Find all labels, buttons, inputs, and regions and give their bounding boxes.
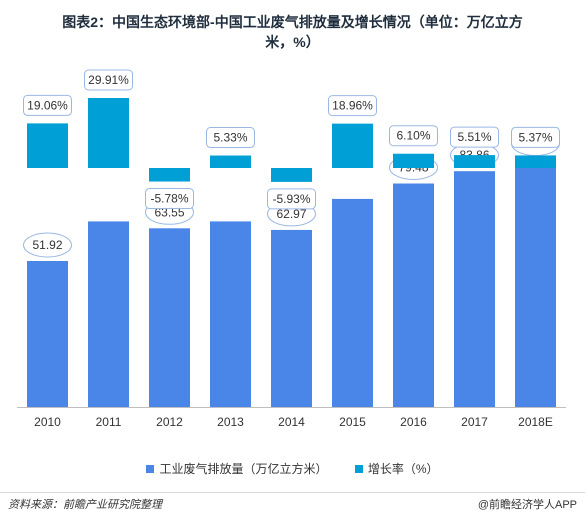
- growth-label-2013: 5.33%: [213, 131, 247, 145]
- emission-label-bubble-2010: [23, 232, 72, 258]
- growth-label-2016: 6.10%: [396, 129, 430, 143]
- growth-bar-2018E: [515, 155, 556, 168]
- emission-label-2010: 51.92: [32, 238, 62, 252]
- growth-bar-2012: [149, 168, 190, 182]
- growth-label-box-2012: [145, 188, 194, 210]
- legend-item-emissions: 工业废气排放量（万亿立方米）: [146, 460, 328, 477]
- legend-item-growth: 增长率（%）: [354, 460, 439, 477]
- growth-label-box-2014: [267, 188, 316, 210]
- emission-bar-2014: [271, 229, 312, 407]
- combo-bar-chart: 51.9219.06%201029.91%201163.55-5.78%2012…: [17, 69, 566, 429]
- growth-bar-2017: [454, 155, 495, 168]
- x-tick-label-2010: 2010: [34, 415, 61, 429]
- growth-label-box-2013: [206, 127, 255, 149]
- footer-divider: [0, 492, 585, 493]
- x-tick-label-2012: 2012: [156, 415, 183, 429]
- legend-swatch-emissions: [146, 464, 155, 473]
- footer: 资料来源：前瞻产业研究院整理 @前瞻经济学人APP: [0, 496, 585, 516]
- growth-bar-2010: [27, 123, 68, 168]
- growth-label-box-2015: [328, 95, 377, 117]
- chart-title: 图表2：中国生态环境部-中国工业废气排放量及增长情况（单位：万亿立方 米，%）: [0, 12, 585, 52]
- legend-label-emissions: 工业废气排放量（万亿立方米）: [159, 462, 328, 476]
- growth-bar-2014: [271, 168, 312, 182]
- x-tick-label-2016: 2016: [400, 415, 427, 429]
- source-note: 资料来源：前瞻产业研究院整理: [8, 499, 162, 511]
- emission-bar-2012: [149, 228, 190, 407]
- growth-bar-2011: [88, 98, 129, 168]
- legend-swatch-growth: [354, 464, 363, 473]
- growth-label-2018E: 5.37%: [518, 130, 552, 144]
- brand-credit: @前瞻经济学人APP: [477, 499, 577, 511]
- x-tick-label-2014: 2014: [278, 415, 305, 429]
- x-tick-label-2015: 2015: [339, 415, 366, 429]
- emission-bar-2010: [27, 261, 68, 407]
- legend-label-growth: 增长率（%）: [367, 462, 439, 476]
- growth-label-2015: 18.96%: [332, 99, 373, 113]
- emission-bar-2015: [332, 198, 373, 407]
- growth-label-2012: -5.78%: [150, 192, 188, 206]
- emission-bar-2011: [88, 221, 129, 407]
- x-tick-label-2018E: 2018E: [518, 415, 553, 429]
- growth-label-box-2011: [84, 69, 133, 91]
- growth-label-box-2016: [389, 125, 438, 147]
- emission-label-2014: 62.97: [276, 207, 306, 221]
- emission-bar-2013: [210, 221, 251, 407]
- growth-bar-2016: [393, 153, 434, 168]
- growth-label-2010: 19.06%: [27, 98, 68, 112]
- chart-title-line1: 图表2：中国生态环境部-中国工业废气排放量及增长情况（单位：万亿立方: [62, 14, 523, 30]
- x-tick-label-2017: 2017: [461, 415, 488, 429]
- growth-label-2014: -5.93%: [272, 192, 310, 206]
- emission-bar-2017: [454, 171, 495, 407]
- x-tick-label-2011: 2011: [96, 415, 122, 429]
- growth-bar-2015: [332, 123, 373, 168]
- emission-bar-2018E: [515, 159, 556, 407]
- legend: 工业废气排放量（万亿立方米） 增长率（%）: [0, 460, 585, 477]
- growth-label-2011: 29.91%: [88, 73, 129, 87]
- growth-label-box-2018E: [511, 126, 560, 148]
- growth-label-box-2017: [450, 126, 499, 148]
- emission-bar-2016: [393, 183, 434, 407]
- growth-label-2017: 5.51%: [457, 130, 491, 144]
- x-tick-label-2013: 2013: [217, 415, 244, 429]
- growth-label-box-2010: [23, 94, 72, 116]
- growth-bar-2013: [210, 155, 251, 168]
- chart-title-line2: 米，%）: [265, 34, 320, 50]
